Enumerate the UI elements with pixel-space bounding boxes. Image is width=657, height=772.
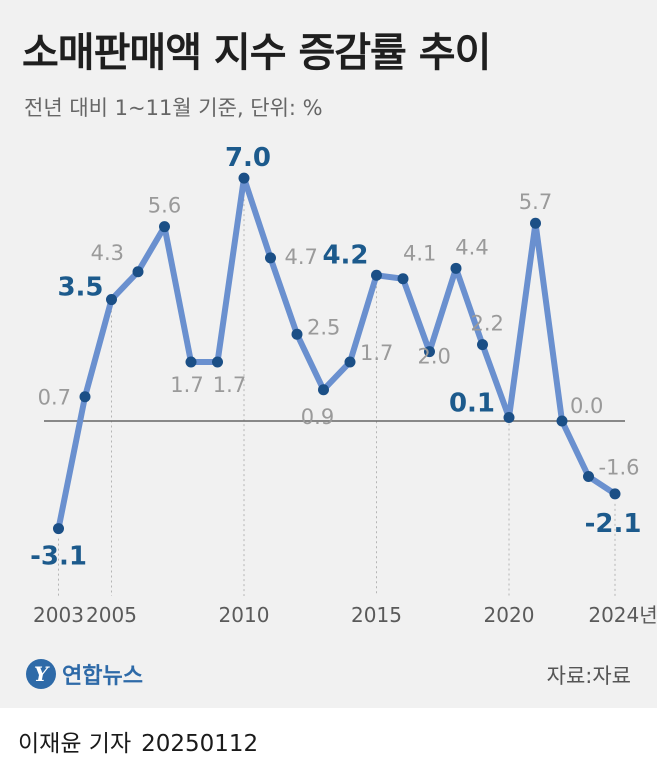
publish-date: 20250112: [141, 731, 259, 757]
data-point-2024: [609, 488, 621, 500]
chart-title: 소매판매액 지수 증감률 추이: [22, 30, 491, 76]
data-point-2015: [371, 269, 382, 281]
data-point-2020: [503, 412, 515, 424]
data-point-2023: [583, 471, 594, 483]
yonhap-logo-text: 연합뉴스: [62, 664, 143, 689]
data-point-2012: [291, 328, 303, 340]
data-point-2009: [212, 356, 223, 368]
chart-subtitle: 전년 대비 1~11월 기준, 단위: %: [24, 96, 323, 120]
data-point-2019: [477, 339, 488, 351]
data-point-2016: [397, 273, 409, 285]
x-tick-label-2024: 2024년: [588, 603, 657, 627]
data-point-2017: [424, 346, 435, 358]
data-labels: -3.1 0.7 3.5 4.3 5.6 1.7 1.7 7.0 4.7 2.5 0.9 1.7 4.2…: [30, 143, 641, 571]
yonhap-logo-icon: Y: [26, 659, 56, 689]
series-line: [55, 175, 618, 532]
source-note: 자료:자료: [546, 664, 631, 688]
x-tick-label-2015: 2015: [351, 603, 402, 627]
data-label-2006: 4.3: [91, 241, 124, 265]
data-point-2007: [159, 221, 170, 233]
data-label-2007: 5.6: [148, 194, 181, 218]
line-chart: -3.1 0.7 3.5 4.3 5.6 1.7 1.7 7.0 4.7 2.5 0.9 1.7 4.2…: [30, 143, 657, 627]
byline: 이재윤 기자 20250112: [18, 724, 258, 758]
data-label-2018: 4.4: [455, 235, 488, 259]
data-label-2016: 4.1: [403, 242, 436, 266]
yonhap-logo: Y 연합뉴스: [26, 654, 143, 694]
data-label-2005: 3.5: [57, 273, 103, 303]
data-points: [53, 172, 621, 535]
reporter-name: 이재윤 기자: [18, 731, 132, 757]
data-point-2022: [556, 415, 568, 427]
data-point-2011: [265, 252, 276, 264]
guide-lines: [58, 184, 616, 596]
x-tick-label-2003: 2003: [33, 603, 84, 627]
data-label-2009: 1.7: [213, 373, 246, 397]
data-label-2022: 0.0: [570, 394, 603, 418]
data-point-2008: [185, 356, 197, 368]
data-point-2013: [318, 384, 329, 396]
data-label-2012: 2.5: [307, 315, 340, 339]
data-point-2010: [238, 172, 250, 184]
data-label-2004: 0.7: [38, 386, 71, 410]
x-tick-label-2010: 2010: [219, 603, 270, 627]
data-label-2019: 2.2: [471, 312, 504, 336]
data-label-2014: 1.7: [360, 341, 393, 365]
data-label-2020: 0.1: [449, 389, 495, 419]
data-label-2011: 4.7: [285, 245, 318, 269]
data-point-2014: [344, 356, 356, 368]
data-label-2015: 4.2: [322, 240, 368, 270]
data-label-2003: -3.1: [30, 542, 87, 572]
data-label-2013: 0.9: [301, 405, 334, 429]
x-axis-ticks: 2003 2005 2010 2015 2020 2024년: [33, 603, 657, 627]
data-point-2018: [450, 262, 462, 274]
data-point-2006: [132, 266, 144, 278]
x-tick-label-2020: 2020: [484, 603, 535, 627]
data-label-2021: 5.7: [519, 190, 552, 214]
data-label-2023: -1.6: [599, 456, 640, 480]
data-label-2017: 2.0: [418, 345, 451, 369]
data-label-2008: 1.7: [170, 373, 203, 397]
data-point-2021: [530, 217, 541, 229]
data-label-2024: -2.1: [585, 509, 642, 539]
infographic-card: 소매판매액 지수 증감률 추이 전년 대비 1~11월 기준, 단위: % -3…: [0, 0, 657, 708]
data-point-2004: [79, 391, 91, 403]
data-point-2003: [53, 523, 64, 535]
x-tick-label-2005: 2005: [86, 603, 137, 627]
data-label-2010: 7.0: [225, 143, 271, 173]
data-point-2005: [106, 294, 117, 306]
